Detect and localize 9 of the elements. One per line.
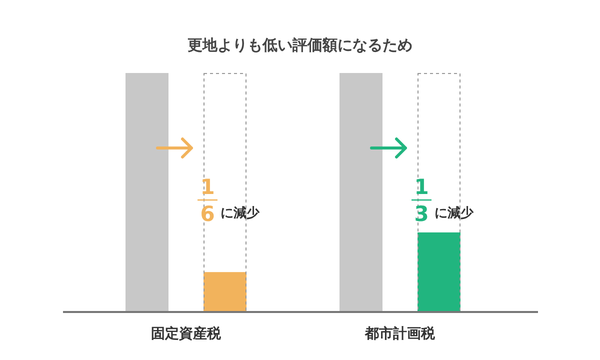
annotation: 3: [414, 202, 429, 226]
annotation: に減少: [220, 206, 260, 221]
annotation: に減少: [434, 206, 474, 221]
annotation: 1: [414, 175, 429, 199]
annotation: 1: [200, 175, 215, 199]
annotation: 6: [200, 202, 215, 226]
x-tick-label: 都市計画税: [364, 325, 436, 342]
chart-title: 更地よりも低い評価額になるため: [188, 36, 412, 54]
x-tick-label: 固定資産税: [151, 325, 222, 342]
